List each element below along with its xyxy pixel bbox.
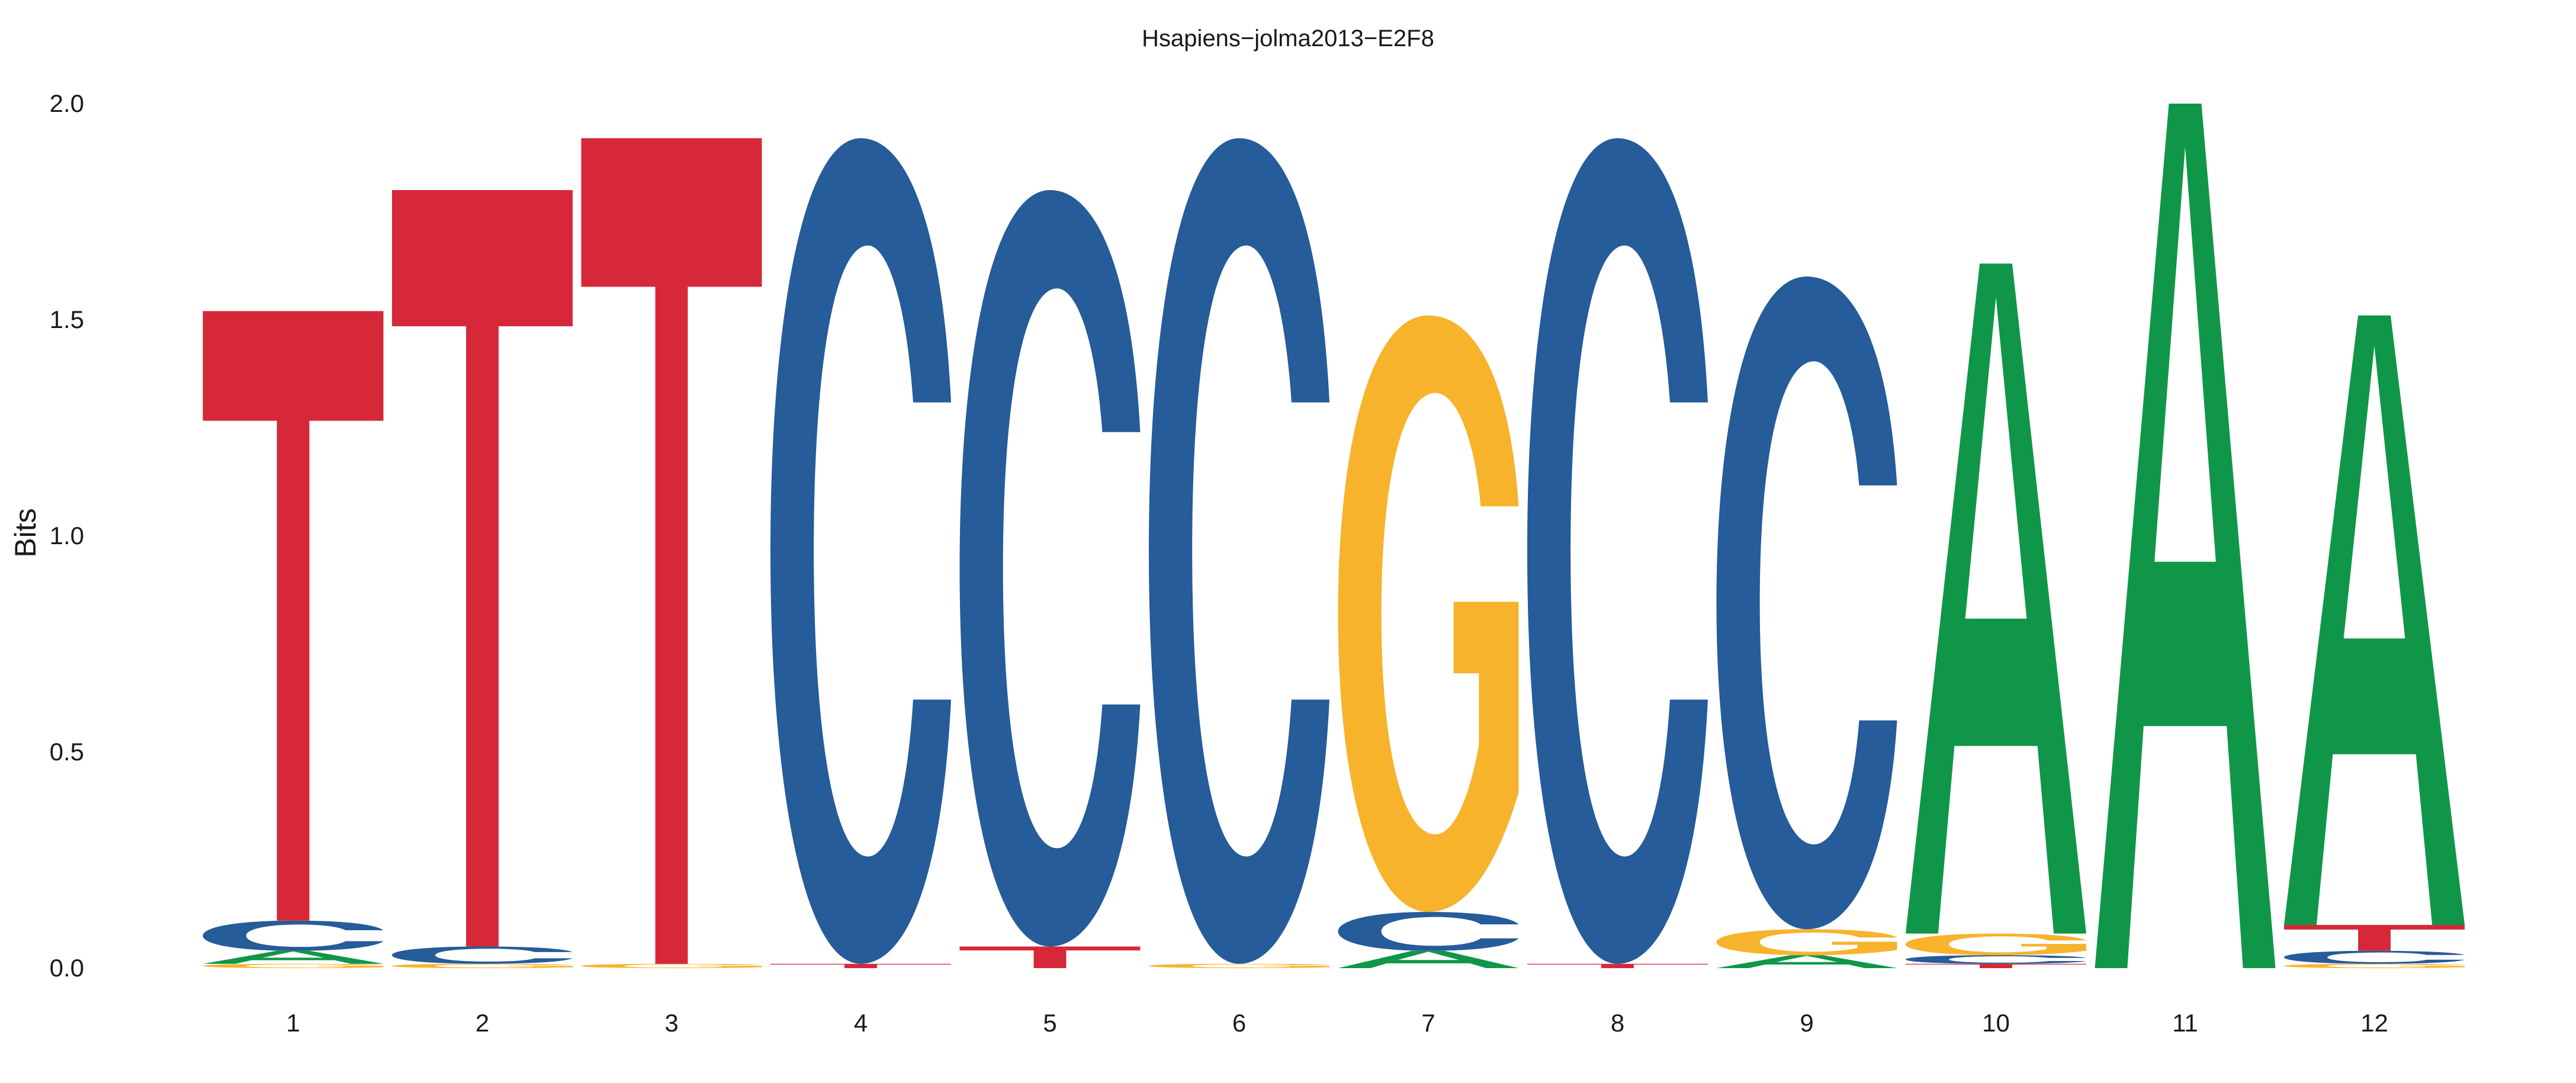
y-axis-ticks: 0.0 0.5 1.0 1.5 2.0: [50, 89, 84, 982]
x-tick-label: 7: [1421, 1009, 1435, 1037]
logo-letter-g: [1149, 963, 1329, 968]
logo-letter-g: [392, 963, 573, 968]
logo-letter-a: [1716, 955, 1897, 968]
x-tick-label: 12: [2360, 1009, 2388, 1037]
y-tick-label: 1.5: [50, 306, 84, 333]
logo-letter-c: [1149, 138, 1329, 964]
logo-letter-stacks: [203, 104, 2465, 968]
logo-letter-c: [770, 138, 951, 964]
logo-letter-a: [203, 950, 384, 964]
logo-letter-a: [1906, 263, 2086, 934]
logo-letter-t: [2284, 925, 2465, 951]
y-tick-label: 2.0: [50, 89, 84, 117]
logo-letter-g: [1906, 933, 2086, 956]
logo-letter-g: [2284, 963, 2465, 968]
chart-title: Hsapiens−jolma2013−E2F8: [1142, 25, 1434, 52]
logo-letter-t: [1527, 963, 1708, 968]
logo-letter-g: [581, 963, 762, 968]
x-axis-ticks: 1 2 3 4 5 6 7 8 9 10 11 12: [286, 1009, 2388, 1037]
y-tick-label: 1.0: [50, 522, 84, 549]
logo-letter-t: [203, 311, 384, 921]
logo-letter-c: [1716, 277, 1897, 930]
logo-letter-t: [392, 190, 573, 947]
x-tick-label: 9: [1800, 1009, 1813, 1037]
logo-letter-a: [2095, 104, 2276, 968]
y-axis-label: Bits: [9, 508, 42, 557]
x-tick-label: 3: [664, 1009, 678, 1037]
logo-letter-c: [203, 920, 384, 951]
x-tick-label: 5: [1043, 1009, 1056, 1037]
x-tick-label: 2: [476, 1009, 489, 1037]
logo-letter-c: [1906, 955, 2086, 964]
logo-letter-g: [1716, 929, 1897, 956]
x-tick-label: 11: [2172, 1009, 2198, 1037]
logo-letter-c: [959, 190, 1141, 947]
x-tick-label: 10: [1982, 1009, 2010, 1037]
logo-letter-g: [1338, 315, 1519, 912]
logo-letter-c: [1527, 138, 1708, 964]
logo-letter-t: [581, 138, 762, 964]
logo-letter-g: [203, 963, 384, 968]
logo-letter-c: [1338, 912, 1519, 951]
x-tick-label: 8: [1611, 1009, 1624, 1037]
logo-letter-a: [1338, 950, 1519, 968]
logo-letter-t: [1906, 963, 2086, 968]
y-tick-label: 0.5: [50, 738, 84, 766]
y-tick-label: 0.0: [50, 954, 84, 982]
logo-letter-a: [2284, 315, 2465, 925]
logo-letter-t: [770, 963, 951, 968]
x-tick-label: 4: [854, 1009, 868, 1037]
x-tick-label: 6: [1232, 1009, 1246, 1037]
logo-letter-c: [392, 946, 573, 964]
logo-letter-c: [2284, 950, 2465, 964]
logo-letter-t: [959, 946, 1141, 968]
x-tick-label: 1: [286, 1009, 300, 1037]
